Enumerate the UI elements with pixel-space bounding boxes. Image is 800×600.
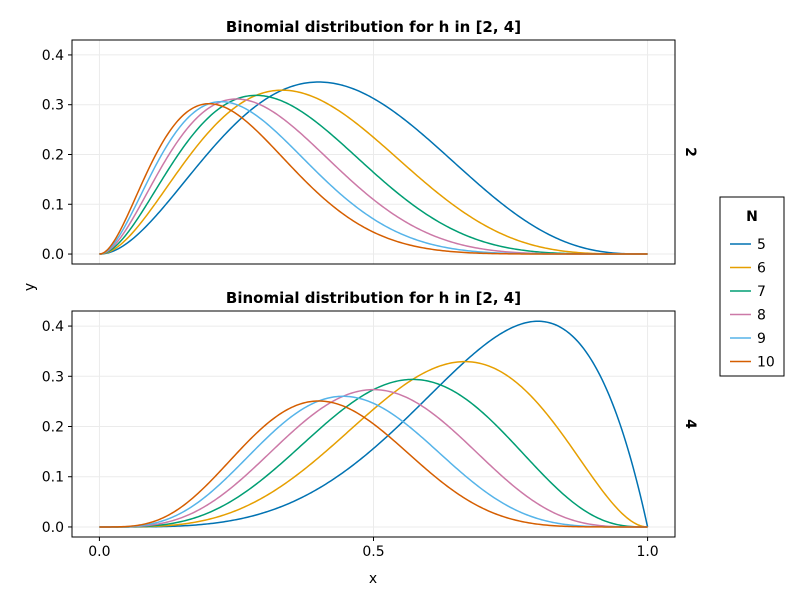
legend-entry: 7 [730, 284, 766, 300]
series-line-n5 [99, 320, 649, 528]
facet-label: 4 [682, 419, 698, 429]
legend-entry-label: 5 [757, 237, 766, 253]
y-tick-label: 0.1 [42, 470, 64, 486]
y-axis-label: y [22, 283, 38, 291]
series-line-n6 [99, 89, 648, 255]
legend-entries: 5 6 7 8 9 10 [730, 237, 775, 371]
x-tick-label: 1.0 [636, 544, 658, 560]
facet-label: 2 [682, 147, 698, 157]
panel-title: Binomial distribution for h in [2, 4] [226, 289, 521, 307]
legend-title: N [746, 209, 758, 225]
panel-title: Binomial distribution for h in [2, 4] [226, 18, 521, 36]
series-line-n8 [99, 388, 648, 528]
series-line-n10 [99, 102, 648, 255]
panel-1: 0.0 0.1 0.2 0.3 0.4 Binomial distribution for… [42, 18, 698, 265]
legend-entry: 10 [730, 355, 775, 371]
legend-entry-label: 8 [757, 308, 766, 324]
panels: 0.0 0.1 0.2 0.3 0.4 Binomial distribution for… [42, 18, 698, 560]
y-tick-label: 0.2 [42, 420, 64, 436]
legend-entry: 5 [730, 237, 766, 253]
x-axis-label: x [369, 571, 377, 587]
y-tick-label: 0.0 [42, 247, 64, 263]
legend-entry-label: 9 [757, 331, 766, 347]
legend-entry-label: 6 [757, 261, 766, 277]
series-line-n5 [99, 81, 648, 255]
legend-entry: 9 [730, 331, 766, 347]
series-lines [99, 81, 648, 255]
y-tick-label: 0.3 [42, 369, 64, 385]
legend-entry-label: 7 [757, 284, 766, 300]
y-tick-label: 0.4 [42, 48, 64, 64]
panel-frame [71, 39, 676, 265]
y-tick-label: 0.3 [42, 98, 64, 114]
legend-box [719, 196, 785, 377]
series-line-n9 [99, 395, 648, 528]
series-line-n10 [99, 400, 648, 528]
legend-entry-label: 10 [757, 355, 775, 371]
x-tick-label: 0.0 [88, 544, 110, 560]
y-tick-label: 0.1 [42, 197, 64, 213]
y-tick-label: 0.4 [42, 319, 64, 335]
legend: N 5 6 7 8 9 10 [719, 196, 785, 377]
y-tick-label: 0.0 [42, 520, 64, 536]
series-lines [99, 320, 649, 528]
series-line-n6 [99, 360, 648, 528]
legend-entry: 6 [730, 261, 766, 277]
y-tick-label: 0.2 [42, 147, 64, 163]
legend-entry: 8 [730, 308, 766, 324]
x-tick-label: 0.5 [362, 544, 384, 560]
panel-2: 0.0 0.1 0.2 0.3 0.4 0.0 0.5 1.0 Binomial distrib… [42, 289, 698, 560]
